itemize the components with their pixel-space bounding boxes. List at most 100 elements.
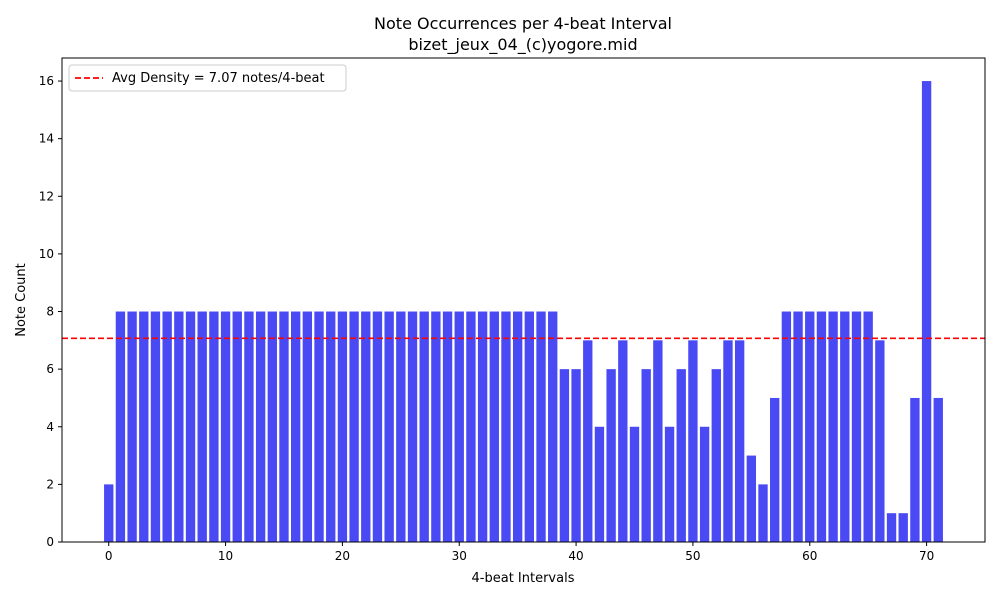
- bar-4: [150, 311, 161, 542]
- bar-34: [501, 311, 511, 542]
- bar-67: [886, 513, 897, 542]
- bar-5: [162, 311, 172, 542]
- bar-21: [349, 311, 359, 542]
- y-tick-label-0: 0: [46, 535, 54, 549]
- x-axis-ticks: 0 10 20 30 40 50 60 70: [105, 542, 934, 563]
- bar-70: [921, 81, 932, 543]
- y-tick-label-2: 2: [46, 477, 54, 491]
- bar-1: [115, 311, 126, 542]
- bar-37: [536, 311, 546, 542]
- y-tick-label-12: 12: [39, 189, 54, 203]
- bar-28: [431, 311, 441, 542]
- bar-3: [139, 311, 149, 542]
- bar-15: [279, 311, 289, 542]
- bar-40: [571, 369, 581, 542]
- x-tick-label-40: 40: [568, 549, 583, 563]
- bar-43: [606, 369, 616, 542]
- legend: Avg Density = 7.07 notes/4-beat: [68, 64, 347, 92]
- y-tick-label-10: 10: [39, 247, 54, 261]
- bar-48: [664, 426, 675, 542]
- bar-44: [618, 340, 628, 542]
- x-tick-label-30: 30: [452, 549, 467, 563]
- y-tick-label-16: 16: [39, 74, 54, 88]
- bar-0: [104, 484, 114, 542]
- bar-23: [372, 311, 383, 542]
- x-tick-label-70: 70: [919, 549, 934, 563]
- bar-26: [407, 311, 418, 542]
- y-axis-ticks: 0 2 4 6 8 10 12 14 16: [39, 74, 62, 549]
- x-tick-label-20: 20: [335, 549, 350, 563]
- bar-9: [209, 311, 219, 542]
- bar-59: [793, 311, 803, 542]
- bar-22: [361, 311, 371, 542]
- chart-subtitle: bizet_jeux_04_(c)yogore.mid: [408, 35, 637, 55]
- bar-68: [898, 513, 908, 542]
- x-tick-label-50: 50: [685, 549, 700, 563]
- bar-12: [244, 311, 254, 542]
- plot-frame: [61, 57, 986, 543]
- bar-38: [548, 311, 558, 542]
- x-tick-label-0: 0: [105, 549, 113, 563]
- bar-52: [711, 369, 721, 542]
- bar-31: [466, 311, 476, 542]
- bar-64: [851, 311, 862, 542]
- y-tick-label-8: 8: [46, 305, 54, 319]
- bar-13: [255, 311, 266, 542]
- bar-33: [489, 311, 499, 542]
- bar-57: [770, 397, 780, 542]
- bar-18: [314, 311, 324, 542]
- bar-6: [174, 311, 184, 542]
- bar-65: [863, 311, 873, 542]
- bar-62: [828, 311, 838, 542]
- bar-45: [629, 426, 640, 542]
- y-tick-label-14: 14: [39, 132, 54, 146]
- x-axis-label: 4-beat Intervals: [472, 571, 575, 586]
- bar-24: [384, 311, 394, 542]
- legend-box: [68, 64, 347, 92]
- bars-group: [104, 81, 943, 543]
- bar-17: [302, 311, 313, 542]
- bar-39: [559, 369, 570, 542]
- bar-36: [524, 311, 535, 542]
- bar-27: [419, 311, 429, 542]
- bar-53: [723, 340, 733, 542]
- chart-title: Note Occurrences per 4-beat Interval: [374, 14, 672, 33]
- bar-8: [197, 311, 207, 542]
- bar-49: [676, 369, 686, 542]
- bar-25: [396, 311, 406, 542]
- bar-61: [816, 311, 827, 542]
- bar-50: [688, 340, 698, 542]
- bar-19: [326, 311, 336, 542]
- bar-47: [653, 340, 663, 542]
- y-tick-label-4: 4: [46, 420, 54, 434]
- bar-56: [758, 484, 768, 542]
- bar-71: [933, 397, 943, 542]
- bar-41: [583, 340, 593, 542]
- bar-58: [781, 311, 792, 542]
- bar-35: [512, 311, 523, 542]
- bar-69: [910, 397, 920, 542]
- x-tick-label-10: 10: [218, 549, 233, 563]
- bar-11: [232, 311, 242, 542]
- bar-30: [454, 311, 464, 542]
- bar-7: [185, 311, 196, 542]
- bar-42: [594, 426, 605, 542]
- bar-60: [805, 311, 815, 542]
- x-tick-label-60: 60: [802, 549, 817, 563]
- legend-label: Avg Density = 7.07 notes/4-beat: [112, 71, 325, 86]
- bar-14: [267, 311, 277, 542]
- y-axis-label: Note Count: [14, 263, 29, 337]
- bar-16: [291, 311, 301, 542]
- bar-32: [477, 311, 488, 542]
- y-tick-label-6: 6: [46, 362, 54, 376]
- bar-51: [699, 426, 710, 542]
- bar-29: [442, 311, 453, 542]
- bar-63: [840, 311, 850, 542]
- bar-20: [337, 311, 348, 542]
- bar-66: [875, 340, 885, 542]
- bar-54: [734, 340, 745, 542]
- bar-2: [127, 311, 137, 542]
- bar-46: [641, 369, 651, 542]
- bar-55: [746, 455, 757, 542]
